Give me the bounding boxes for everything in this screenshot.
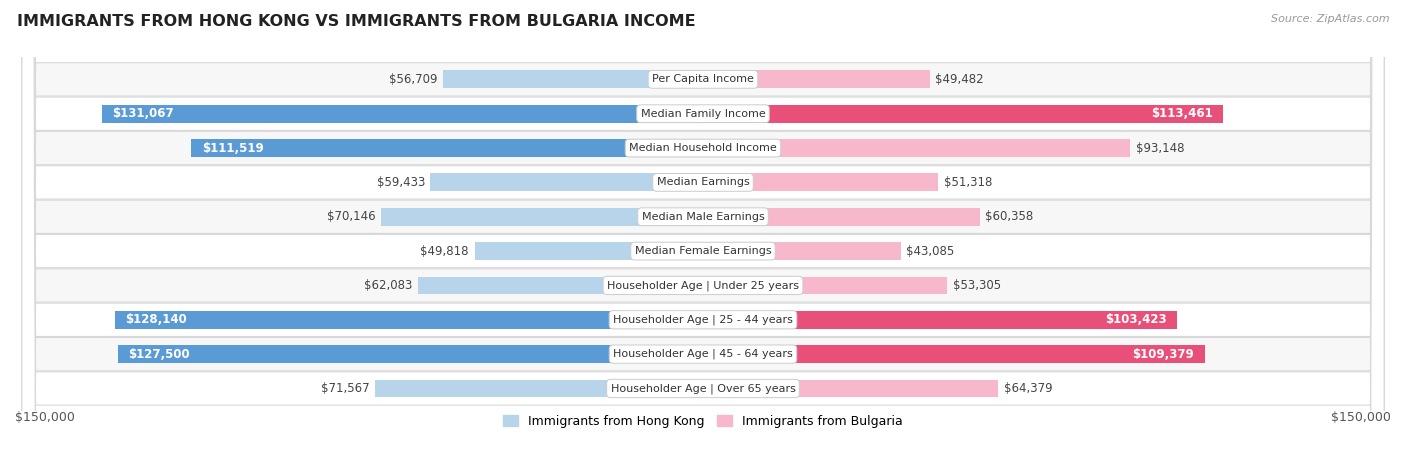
Bar: [703, 173, 938, 191]
Bar: [381, 208, 703, 226]
FancyBboxPatch shape: [22, 0, 1384, 467]
Text: Source: ZipAtlas.com: Source: ZipAtlas.com: [1271, 14, 1389, 24]
Bar: [703, 105, 1223, 123]
Text: $49,482: $49,482: [935, 73, 984, 86]
Text: $111,519: $111,519: [202, 142, 263, 155]
Text: Householder Age | Over 65 years: Householder Age | Over 65 years: [610, 383, 796, 394]
FancyBboxPatch shape: [22, 0, 1384, 467]
Text: Median Family Income: Median Family Income: [641, 109, 765, 119]
Text: $53,305: $53,305: [953, 279, 1001, 292]
FancyBboxPatch shape: [22, 0, 1384, 467]
Text: $59,433: $59,433: [377, 176, 425, 189]
Text: $93,148: $93,148: [1136, 142, 1184, 155]
Bar: [703, 71, 929, 88]
Bar: [101, 105, 703, 123]
FancyBboxPatch shape: [22, 0, 1384, 467]
Text: $49,818: $49,818: [420, 245, 470, 258]
Bar: [118, 345, 703, 363]
Text: $56,709: $56,709: [389, 73, 437, 86]
Text: Median Household Income: Median Household Income: [628, 143, 778, 153]
Bar: [703, 208, 980, 226]
Bar: [443, 71, 703, 88]
Text: Householder Age | 25 - 44 years: Householder Age | 25 - 44 years: [613, 315, 793, 325]
Text: $127,500: $127,500: [128, 347, 190, 361]
FancyBboxPatch shape: [22, 0, 1384, 467]
Text: Householder Age | 45 - 64 years: Householder Age | 45 - 64 years: [613, 349, 793, 360]
FancyBboxPatch shape: [22, 0, 1384, 467]
Bar: [375, 380, 703, 397]
Text: $60,358: $60,358: [986, 210, 1033, 223]
Text: $150,000: $150,000: [15, 411, 75, 424]
Bar: [703, 380, 998, 397]
FancyBboxPatch shape: [22, 0, 1384, 467]
Text: $131,067: $131,067: [112, 107, 174, 120]
Text: Householder Age | Under 25 years: Householder Age | Under 25 years: [607, 280, 799, 290]
FancyBboxPatch shape: [22, 0, 1384, 467]
Text: IMMIGRANTS FROM HONG KONG VS IMMIGRANTS FROM BULGARIA INCOME: IMMIGRANTS FROM HONG KONG VS IMMIGRANTS …: [17, 14, 696, 29]
Text: Median Earnings: Median Earnings: [657, 177, 749, 187]
Bar: [703, 311, 1177, 329]
Bar: [703, 345, 1205, 363]
Text: $62,083: $62,083: [364, 279, 413, 292]
Bar: [474, 242, 703, 260]
Text: Median Male Earnings: Median Male Earnings: [641, 212, 765, 222]
Bar: [430, 173, 703, 191]
Text: Median Female Earnings: Median Female Earnings: [634, 246, 772, 256]
Text: $51,318: $51,318: [943, 176, 993, 189]
Text: $70,146: $70,146: [328, 210, 375, 223]
Text: $103,423: $103,423: [1105, 313, 1167, 326]
Text: $128,140: $128,140: [125, 313, 187, 326]
Bar: [703, 276, 948, 294]
Text: Per Capita Income: Per Capita Income: [652, 74, 754, 85]
Text: $113,461: $113,461: [1152, 107, 1213, 120]
FancyBboxPatch shape: [22, 0, 1384, 467]
Legend: Immigrants from Hong Kong, Immigrants from Bulgaria: Immigrants from Hong Kong, Immigrants fr…: [498, 410, 908, 433]
Bar: [191, 139, 703, 157]
Text: $64,379: $64,379: [1004, 382, 1053, 395]
Bar: [115, 311, 703, 329]
Bar: [703, 139, 1130, 157]
Text: $150,000: $150,000: [1331, 411, 1391, 424]
FancyBboxPatch shape: [22, 0, 1384, 467]
Text: $109,379: $109,379: [1133, 347, 1194, 361]
Bar: [418, 276, 703, 294]
Text: $71,567: $71,567: [321, 382, 370, 395]
Text: $43,085: $43,085: [905, 245, 955, 258]
Bar: [703, 242, 901, 260]
